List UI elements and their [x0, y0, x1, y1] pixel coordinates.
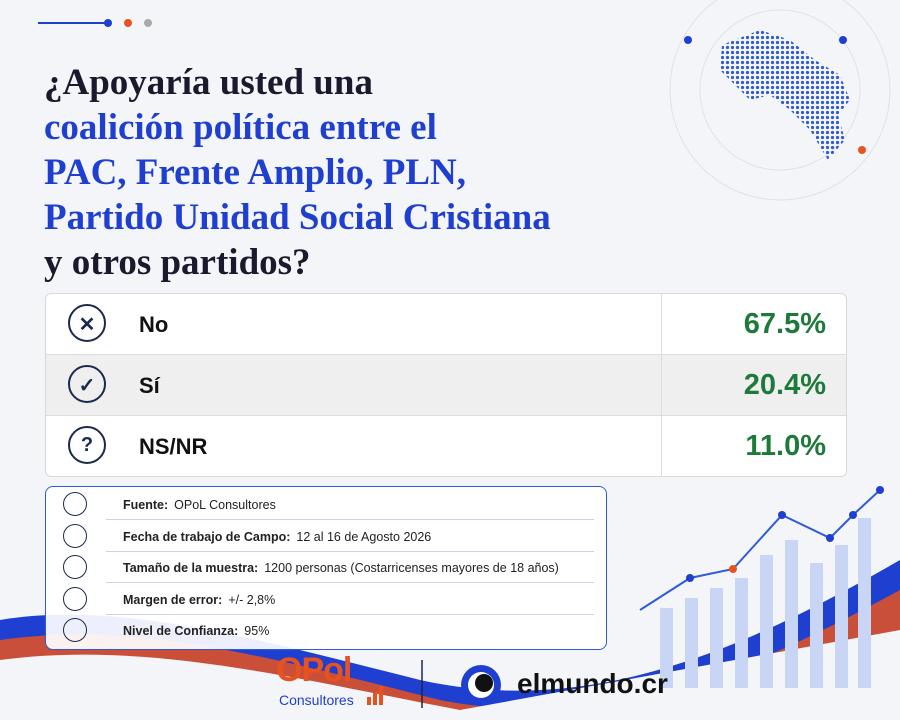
row-icon: ✕ [68, 304, 106, 342]
detail-text: Tamaño de la muestra: 1200 personas (Cost… [123, 561, 559, 575]
detail-value: 12 al 16 de Agosto 2026 [296, 529, 432, 544]
detail-separator [106, 582, 594, 583]
detail-row: Tamaño de la muestra: 1200 personas (Cost… [46, 552, 606, 583]
title-line: PAC, Frente Amplio, PLN, [44, 152, 467, 193]
row-divider [661, 416, 662, 476]
detail-separator [106, 519, 594, 520]
brand-logo: OPol [276, 651, 352, 689]
detail-row: Margen de error: +/- 2,8% [46, 584, 606, 615]
brand-subtitle: Consultores [279, 692, 354, 708]
row-label: No [139, 312, 169, 337]
detail-text: Nivel de Confianza: 95% [123, 624, 269, 638]
results-table: ✕ No 67.5% ✓ Sí 20.4%? NS/NR 11.0% [45, 293, 847, 477]
row-value: 11.0% [745, 430, 826, 462]
row-value: 67.5% [743, 308, 826, 340]
detail-text: Fuente: OPoL Consultores [123, 498, 276, 512]
detail-separator [106, 613, 594, 615]
title-line: coalición política entre el [44, 107, 437, 148]
row-divider [661, 355, 662, 415]
row-icon: ? [68, 426, 106, 464]
row-label: Sí [139, 373, 160, 398]
detail-row: Fecha de trabajo de Campo: 12 al 16 de Ag… [46, 521, 606, 552]
row-divider [661, 294, 662, 354]
detail-label: Margen de error: [123, 592, 223, 607]
detail-label: Fecha de trabajo de Campo: [123, 529, 291, 544]
row-label: NS/NR [139, 434, 208, 459]
detail-text: Fecha de trabajo de Campo: 12 al 16 de Ag… [123, 530, 431, 544]
table-row: ✓ Sí 20.4% [46, 355, 846, 416]
detail-label: Tamaño de la muestra: [123, 561, 259, 575]
partner-logo: elmundo.cr [517, 668, 668, 699]
table-row: ? NS/NR 11.0% [46, 416, 846, 476]
title-line: Partido Unidad Social Cristiana [44, 197, 551, 238]
detail-label: Fuente: [123, 498, 169, 512]
title: ¿Apoyaría usted una coalición política e… [44, 60, 551, 285]
title-line: y otros partidos? [44, 242, 311, 283]
detail-icon [63, 618, 87, 642]
detail-value: 1200 personas (Costarricenses mayores de… [264, 561, 559, 575]
table-row: ✕ No 67.5% [46, 294, 846, 355]
title-line: ¿Apoyaría usted una [44, 62, 373, 103]
detail-separator [106, 550, 594, 552]
details-box: Fuente: OPoL Consultores Fecha de trabajo … [45, 486, 607, 650]
detail-icon [63, 555, 87, 579]
detail-text: Margen de error: +/- 2,8% [123, 593, 275, 607]
detail-icon [63, 523, 87, 548]
detail-row: Fuente: OPoL Consultores [46, 489, 606, 520]
detail-value: +/- 2,8% [228, 592, 276, 607]
detail-value: 95% [244, 624, 270, 638]
row-value: 20.4% [743, 369, 826, 401]
detail-label: Nivel de Confianza: [123, 624, 239, 638]
row-icon: ✓ [68, 365, 106, 403]
detail-row: Nivel de Confianza: 95% [46, 615, 606, 646]
detail-icon [63, 492, 87, 516]
detail-value: OPoL Consultores [174, 498, 276, 512]
detail-icon [63, 586, 87, 611]
